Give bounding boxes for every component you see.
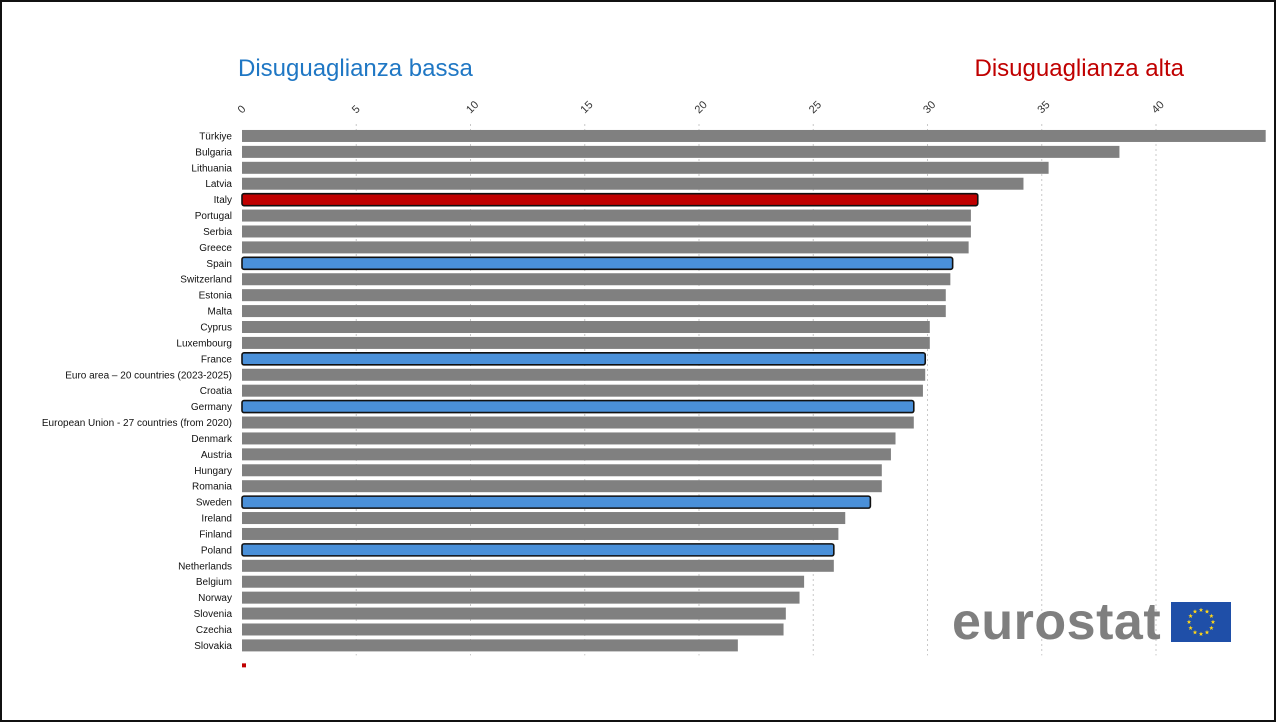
category-label: Cyprus (200, 323, 232, 334)
category-label: Sweden (196, 498, 232, 509)
bar (242, 464, 882, 477)
bar (242, 432, 896, 445)
bar (242, 305, 946, 318)
category-label: Euro area – 20 countries (2023-2025) (65, 370, 232, 381)
category-label: Estonia (199, 291, 233, 302)
category-label: Serbia (203, 227, 232, 238)
bar (242, 289, 946, 302)
category-label: Bulgaria (195, 147, 232, 158)
high-inequality-label: Disuguaglianza alta (974, 55, 1184, 82)
x-tick-label: 25 (807, 99, 824, 116)
category-label: Portugal (195, 211, 232, 222)
category-label: Hungary (194, 466, 232, 477)
category-label: Croatia (200, 386, 233, 397)
bar (241, 495, 872, 509)
bar (242, 480, 882, 493)
bar (242, 129, 1266, 142)
x-tick-label: 5 (350, 103, 363, 116)
flag-star-icon (1192, 609, 1198, 614)
category-label: Malta (208, 307, 233, 318)
category-label: France (201, 354, 233, 365)
category-label: European Union - 27 countries (from 2020… (42, 418, 232, 429)
bar (242, 368, 926, 381)
category-label: Switzerland (180, 275, 232, 286)
category-label: Czechia (196, 625, 233, 636)
low-inequality-label: Disuguaglianza bassa (238, 55, 473, 82)
x-tick-label: 20 (693, 99, 710, 116)
bar (242, 527, 839, 540)
category-label: Slovakia (194, 641, 232, 652)
category-label: Poland (201, 545, 232, 556)
x-tick-label: 30 (921, 99, 938, 116)
bar (241, 352, 927, 366)
bar (241, 192, 979, 207)
flag-star-icon (1198, 607, 1204, 612)
bar (242, 448, 891, 461)
category-label: Romania (192, 482, 232, 493)
bar (242, 177, 1024, 190)
x-tick-label: 0 (236, 103, 249, 116)
flag-star-icon (1209, 613, 1214, 618)
flag-star-icon (1186, 619, 1192, 624)
flag-star-icon (1198, 631, 1204, 636)
category-label: Luxembourg (176, 338, 232, 349)
eurostat-logo-text: eurostat (952, 593, 1162, 651)
category-label: Denmark (191, 434, 233, 445)
flag-star-icon (1188, 625, 1194, 630)
category-label: Finland (199, 529, 232, 540)
bar (241, 399, 915, 414)
category-label: Lithuania (191, 163, 232, 174)
category-label: Türkiye (199, 131, 232, 142)
bar (242, 559, 834, 572)
bar (242, 336, 930, 349)
category-label: Spain (206, 259, 232, 270)
bar (242, 209, 971, 222)
bar (242, 591, 800, 604)
category-label: Germany (191, 402, 232, 413)
category-label: Belgium (196, 577, 232, 588)
bar (241, 256, 954, 271)
origin-marker (242, 663, 246, 668)
flag-star-icon (1210, 619, 1216, 624)
bar (242, 321, 930, 333)
eu-flag-icon (1171, 602, 1232, 642)
bar (242, 623, 784, 636)
bar (242, 575, 805, 588)
bar (242, 241, 969, 254)
category-label: Greece (199, 243, 232, 254)
bar (242, 639, 738, 652)
category-label: Slovenia (194, 609, 233, 620)
bar (242, 607, 786, 620)
x-tick-label: 40 (1150, 99, 1167, 116)
x-tick-label: 15 (578, 99, 595, 116)
bar (242, 273, 951, 286)
flag-star-icon (1209, 625, 1214, 630)
flag-star-icon (1204, 629, 1210, 635)
category-label: Ireland (201, 514, 232, 525)
bar (242, 161, 1049, 174)
category-label: Latvia (205, 179, 232, 190)
category-label: Italy (214, 195, 232, 206)
bar (242, 225, 971, 238)
x-tick-label: 35 (1035, 99, 1052, 116)
category-label: Norway (198, 593, 232, 604)
category-label: Netherlands (178, 561, 232, 572)
bar (242, 145, 1120, 158)
category-label: Austria (201, 450, 233, 461)
bar (242, 416, 914, 429)
bar (242, 512, 846, 525)
flag-star-icon (1204, 609, 1210, 614)
flag-star-icon (1192, 629, 1198, 635)
eurostat-logo: eurostat (952, 593, 1232, 651)
bar (242, 384, 923, 397)
bar (241, 543, 835, 557)
flag-star-icon (1188, 613, 1194, 618)
x-tick-label: 10 (464, 99, 481, 116)
